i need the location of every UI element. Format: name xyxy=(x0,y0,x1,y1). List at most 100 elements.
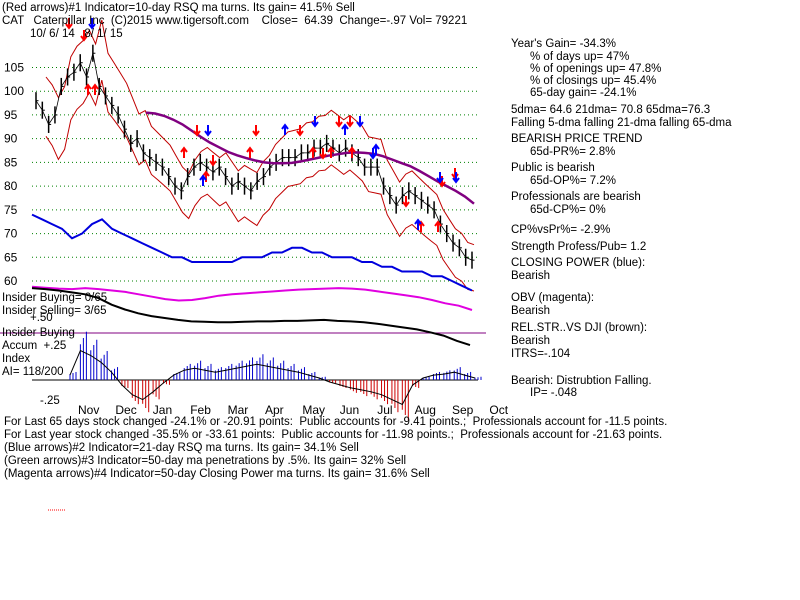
indicator-red-arrows-title: (Red arrows)#1 Indicator=10-day RSQ ma t… xyxy=(2,2,355,14)
red-buy-arrow xyxy=(91,83,99,95)
insider-buying-label: Insider Buying xyxy=(2,327,75,339)
y-tick-label: 95 xyxy=(4,108,18,122)
blue-buy-arrow xyxy=(372,143,380,155)
blue-buy-arrow xyxy=(414,218,422,230)
footer-65day-change: For Last 65 days stock changed -24.1% or… xyxy=(4,416,668,428)
red-sell-arrow xyxy=(402,196,410,208)
red-buy-arrow xyxy=(180,146,188,158)
closing-power-label: CLOSING POWER (blue): xyxy=(511,257,646,269)
obv-value: Bearish xyxy=(511,305,550,317)
red-buy-arrow xyxy=(309,146,317,158)
x-tick-label: Sep xyxy=(452,403,474,417)
red-sell-arrow xyxy=(319,148,327,160)
bearish-price-trend: BEARISH PRICE TREND xyxy=(511,133,643,145)
pct-openings-up: % of openings up= 47.8% xyxy=(530,63,662,75)
obv-line xyxy=(31,285,473,311)
x-tick-label: Mar xyxy=(228,403,249,417)
y-tick-label: 65 xyxy=(4,250,18,264)
blue-sell-arrow xyxy=(452,172,460,184)
red-buy-arrow xyxy=(84,83,92,95)
blue-sell-arrow xyxy=(88,18,96,30)
red-buy-arrow xyxy=(434,220,442,232)
insider-buying-count: Insider Buying= 0/65 xyxy=(2,292,108,304)
red-sell-arrow xyxy=(335,116,343,128)
obv-label: OBV (magenta): xyxy=(511,292,595,304)
price-close-line xyxy=(35,53,473,261)
public-bearish: Public is bearish xyxy=(511,162,595,174)
y-tick-label: 80 xyxy=(4,179,18,193)
y-tick-label: 105 xyxy=(4,60,24,74)
blue-buy-arrow xyxy=(281,123,289,135)
x-tick-label: Jul xyxy=(377,403,392,417)
red-sell-arrow xyxy=(80,30,88,42)
blue-sell-arrow xyxy=(311,116,319,128)
y-tick-label: 100 xyxy=(4,84,24,98)
red-sell-arrow xyxy=(296,125,304,137)
pct-closings-up: % of closings up= 45.4% xyxy=(530,75,657,87)
y-tick-label: 60 xyxy=(4,274,18,288)
op-65d: 65d-OP%= 7.2% xyxy=(530,175,616,187)
ma-values: 5dma= 64.6 21dma= 70.8 65dma=76.3 xyxy=(511,104,711,116)
accum-ma-line xyxy=(69,349,476,406)
blue-sell-arrow xyxy=(204,125,212,137)
blue-sell-arrow xyxy=(369,148,377,160)
gain-65day: 65-day gain= -24.1% xyxy=(530,87,637,99)
ma-trend: Falling 5-dma falling 21-dma falling 65-… xyxy=(511,117,732,129)
ai-label: AI= 118/200 xyxy=(2,366,64,378)
x-tick-label: Oct xyxy=(489,403,508,417)
itrs-value: ITRS=-.104 xyxy=(511,348,571,360)
red-sell-arrow xyxy=(193,125,201,137)
relstr-value: Bearish xyxy=(511,335,550,347)
x-tick-label: Dec xyxy=(115,403,136,417)
stock-title-line: CAT Caterpillar Inc (C)2015 www.tigersof… xyxy=(2,15,468,27)
red-buy-arrow xyxy=(246,146,254,158)
x-tick-label: Jan xyxy=(153,403,172,417)
index-label: Index xyxy=(2,353,31,365)
relstr-label: REL.STR..VS DJI (brown): xyxy=(511,322,648,334)
strength-profess-pub: Strength Profess/Pub= 1.2 xyxy=(511,241,647,253)
ma-65day-line xyxy=(145,111,475,205)
x-tick-label: Apr xyxy=(265,403,284,417)
cpvspr: CP%vsPr%= -2.9% xyxy=(511,224,611,236)
red-sell-arrow xyxy=(252,125,260,137)
x-tick-label: Nov xyxy=(78,403,99,417)
rel-str-dji-line xyxy=(31,287,471,347)
accum-plus50-label: +.50 xyxy=(30,312,53,324)
closing-power-value: Bearish xyxy=(511,270,550,282)
red-buy-arrow xyxy=(327,146,335,158)
distribution-status: Bearish: Distrubtion Falling. xyxy=(511,375,652,387)
x-tick-label: Feb xyxy=(190,403,211,417)
red-buy-arrow xyxy=(348,146,356,158)
accum-minus25-label: -.25 xyxy=(40,395,60,407)
indicator-green-arrows: (Green arrows)#3 Indicator=50-day ma pen… xyxy=(4,455,407,467)
date-range-label: 10/ 6/ 14 8/ 1/ 15 xyxy=(30,28,123,40)
insider-selling-count: Insider Selling= 3/65 xyxy=(2,305,107,317)
indicator-magenta-arrows: (Magenta arrows)#4 Indicator=50-day Clos… xyxy=(4,468,430,480)
blue-buy-arrow xyxy=(199,174,207,186)
x-tick-label: Aug xyxy=(415,403,436,417)
blue-sell-arrow xyxy=(436,172,444,184)
red-sell-arrow xyxy=(209,155,217,167)
blue-buy-arrow xyxy=(341,123,349,135)
years-gain: Year's Gain= -34.3% xyxy=(511,38,617,50)
footer-year-change: For Last year stock changed -35.5% or -3… xyxy=(4,429,663,441)
red-sell-arrow xyxy=(346,116,354,128)
closing-power-line xyxy=(31,213,473,292)
y-tick-label: 85 xyxy=(4,155,18,169)
red-sell-arrow xyxy=(65,18,73,30)
y-tick-label: 90 xyxy=(4,132,18,146)
y-tick-label: 70 xyxy=(4,227,18,241)
pct-days-up: % of days up= 47% xyxy=(530,51,630,63)
professionals-bearish: Professionals are bearish xyxy=(511,191,641,203)
cp-65d: 65d-CP%= 0% xyxy=(530,204,606,216)
pr-65d: 65d-PR%= 2.8% xyxy=(530,146,616,158)
upper-band-line xyxy=(45,19,475,246)
ip-value: IP= -.048 xyxy=(530,387,577,399)
y-tick-label: 75 xyxy=(4,203,18,217)
accum-label: Accum +.25 xyxy=(2,340,67,352)
red-buy-arrow xyxy=(202,170,210,182)
x-tick-label: May xyxy=(302,403,325,417)
x-tick-label: Jun xyxy=(340,403,359,417)
lower-band-line xyxy=(45,79,475,292)
